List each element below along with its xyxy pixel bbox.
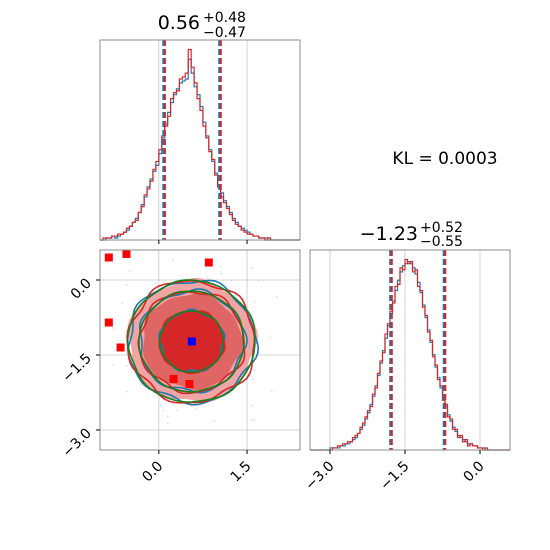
scatter-point (195, 408, 198, 411)
scatter-point (125, 284, 128, 286)
scatter-point (166, 415, 169, 418)
x2-xtick-label-1: −1.5 (377, 458, 412, 493)
scatter-point (253, 369, 256, 372)
scatter-point (120, 244, 122, 246)
center-marker (187, 337, 196, 346)
x1-title-minus: −0.47 (203, 25, 246, 41)
joint-xtick-label-1: 1.5 (228, 458, 255, 485)
x1-hist-red (100, 48, 300, 241)
outlier-point-2 (204, 258, 213, 267)
outlier-point-5 (169, 375, 178, 383)
contour-green-1 (138, 290, 245, 393)
x2-marginal-panel: −3.0 −1.5 0.0 −1.23 +0.52 −0.55 (302, 220, 511, 494)
contour-green-0 (158, 310, 225, 373)
x2-title-minus: −0.55 (420, 234, 463, 250)
scatter-point (126, 365, 128, 367)
scatter-point (176, 409, 178, 412)
scatter-point (154, 282, 157, 285)
scatter-point (162, 408, 165, 411)
scatter-point (125, 390, 128, 393)
scatter-point (128, 270, 131, 273)
x2-xtick-label-2: 0.0 (461, 458, 488, 485)
scatter-point (251, 378, 254, 381)
joint-frame (99, 249, 301, 451)
scatter-point (162, 280, 165, 283)
scatter-point (250, 419, 253, 421)
scatter-point (251, 404, 254, 407)
x1-hist-blue (100, 58, 300, 241)
scatter-point (206, 276, 209, 279)
kl-annotation: KL = 0.0003 (392, 149, 497, 169)
joint-panel: 0.0 1.5 0.0 −1.5 −3.0 (59, 231, 327, 485)
outlier-point-6 (185, 380, 194, 388)
scatter-point (220, 272, 223, 275)
x2-hist-red (310, 258, 510, 451)
x2-title-median: −1.23 (360, 223, 418, 245)
scatter-point (121, 302, 124, 304)
x2-title-plus: +0.52 (420, 220, 463, 236)
x1-title-median: 0.56 (158, 12, 200, 34)
scatter-point (172, 259, 174, 262)
x1-marginal-panel: 0.56 +0.48 −0.47 (99, 10, 301, 244)
joint-ytick-label-1: −1.5 (59, 351, 94, 386)
x1-title-plus: +0.48 (203, 10, 246, 26)
scatter-point (173, 231, 175, 233)
scatter-point (269, 336, 272, 339)
scatter-point (112, 363, 115, 366)
x2-xtick-label-0: −3.0 (302, 458, 337, 493)
scatter-point (270, 390, 273, 392)
scatter-point (159, 404, 162, 407)
scatter-point (97, 456, 99, 458)
outlier-point-4 (116, 343, 125, 352)
scatter-point (253, 418, 256, 420)
scatter-point (325, 328, 327, 330)
outlier-point-1 (122, 250, 131, 258)
scatter-point (251, 267, 254, 269)
scatter-point (219, 266, 222, 268)
scatter-point (275, 296, 278, 298)
scatter-point (230, 279, 233, 282)
scatter-point (171, 402, 174, 405)
joint-xtick-label-0: 0.0 (139, 458, 166, 485)
scatter-point (213, 420, 216, 422)
scatter-point (113, 328, 115, 330)
contour-green-2 (126, 279, 256, 403)
joint-ytick-label-0: 0.0 (68, 276, 95, 303)
x1-marginal-frame (99, 39, 301, 241)
scatter-point (167, 422, 169, 425)
scatter-point (140, 383, 143, 386)
joint-ytick-label-2: −3.0 (59, 426, 94, 461)
scatter-point (253, 300, 256, 303)
outlier-point-3 (104, 318, 113, 327)
outlier-point-0 (104, 253, 113, 262)
scatter-point (257, 279, 260, 282)
x2-marginal-frame (309, 249, 511, 451)
